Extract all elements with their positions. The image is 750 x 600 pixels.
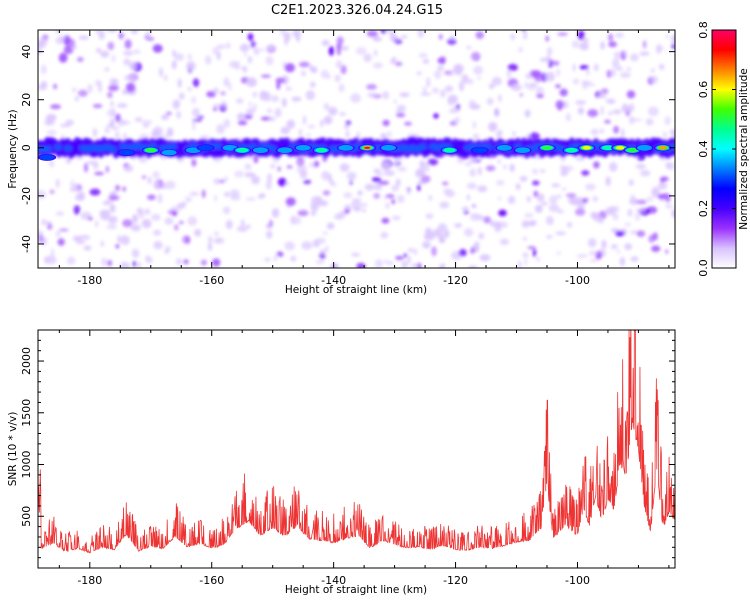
line-peak [635,144,654,152]
x-tick: -120 [443,330,468,587]
line-peak [653,144,672,152]
line-peak [275,146,294,154]
x-tick-label: -180 [77,274,102,287]
y-tick-label: -20 [20,187,33,205]
y-tick: 2000 [20,347,675,375]
line-peak [358,144,377,152]
x-tick: -120 [443,30,468,287]
line-peak [160,149,179,157]
bottom-x-axis-title: Height of straight line (km) [285,584,427,596]
line-peak [251,146,270,154]
y-tick: 1500 [20,399,675,427]
line-peak [294,144,313,152]
x-tick: -140 [321,30,346,287]
line-peak [336,144,355,152]
colorbar-tick-label: 0.6 [697,81,710,99]
x-tick: -160 [199,30,224,287]
y-tick-label: -40 [20,235,33,253]
line-peak [513,146,532,154]
colorbar-tick: 0.8 [697,21,736,39]
y-tick-label: 1000 [20,451,33,479]
line-peak [38,153,57,161]
x-tick-label: -160 [199,574,224,587]
snr-frame [37,329,676,569]
x-tick-label: -120 [443,574,468,587]
spectrogram-frame [37,29,676,269]
x-tick-label: -140 [321,574,346,587]
y-tick: 20 [20,93,675,107]
x-tick: -180 [77,330,102,587]
colorbar-tick: 0.4 [697,140,736,158]
spectrogram-panel: -180 -160 -140 -120 -100 40 20 0 -20 -40 Height … [7,29,676,296]
colorbar-tick-label: 0.8 [697,21,710,39]
colorbar-tick: 0.2 [697,200,736,218]
y-tick-label: 2000 [20,347,33,375]
line-peak [470,146,489,154]
line-peak [379,144,398,152]
x-tick-label: -180 [77,574,102,587]
x-tick: -160 [199,330,224,587]
top-x-ticks: -180 -160 -140 -120 -100 [58,30,670,287]
bottom-y-axis-title: SNR (10 * v/v) [7,412,19,487]
x-tick-label: -100 [565,274,590,287]
colorbar-tick-label: 0.0 [697,259,710,277]
y-tick-label: 500 [20,506,33,527]
y-tick-label: 1500 [20,399,33,427]
heatmap-layer [38,30,675,268]
y-tick-label: 40 [20,45,33,59]
x-tick: -100 [565,330,590,587]
bottom-y-ticks: 500 1000 1500 2000 [20,339,675,559]
top-y-axis-title: Frequency (Hz) [7,109,19,188]
line-peak [312,146,331,154]
snr-series-line [38,330,675,554]
x-tick-label: -140 [321,274,346,287]
y-tick: 0 [20,144,675,151]
snr-series-layer [38,330,675,554]
top-x-axis-title: Height of straight line (km) [285,284,427,296]
x-tick: -180 [77,30,102,287]
bottom-x-ticks: -180 -160 -140 -120 -100 [58,330,670,587]
y-tick: 40 [20,45,675,59]
y-tick: -40 [20,235,675,253]
top-y-ticks: 40 20 0 -20 -40 [20,45,675,253]
colorbar-tick: 0.0 [697,259,736,277]
colorbar: 0.0 0.2 0.4 0.6 0.8 Normalized spectral ampl… [697,21,750,277]
colorbar-ticks: 0.0 0.2 0.4 0.6 0.8 [697,21,736,277]
colorbar-tick-label: 0.4 [697,140,710,158]
x-tick-label: -160 [199,274,224,287]
snr-panel: -180 -160 -140 -120 -100 500 1000 1500 2000 Hei… [7,329,676,596]
line-peak [562,146,581,154]
x-tick-label: -100 [565,574,590,587]
x-tick-label: -120 [443,274,468,287]
colorbar-tick-label: 0.2 [697,200,710,218]
y-tick: -20 [20,187,675,205]
chart-title: C2E1.2023.326.04.24.G15 [271,3,443,18]
line-peak [233,146,252,154]
line-peak [538,144,556,152]
x-tick: -100 [565,30,590,287]
y-tick-label: 0 [20,144,33,151]
line-peak [117,149,136,157]
y-tick: 500 [20,506,675,527]
colorbar-tick: 0.6 [697,81,736,99]
y-tick: 1000 [20,451,675,479]
line-peak [440,146,459,154]
line-peak [196,144,215,152]
colorbar-title: Normalized spectral amplitude [738,68,750,229]
x-tick: -140 [321,330,346,587]
line-peak [495,144,514,152]
line-peak [577,144,596,152]
y-tick-label: 20 [20,93,33,107]
line-peak [141,146,160,154]
